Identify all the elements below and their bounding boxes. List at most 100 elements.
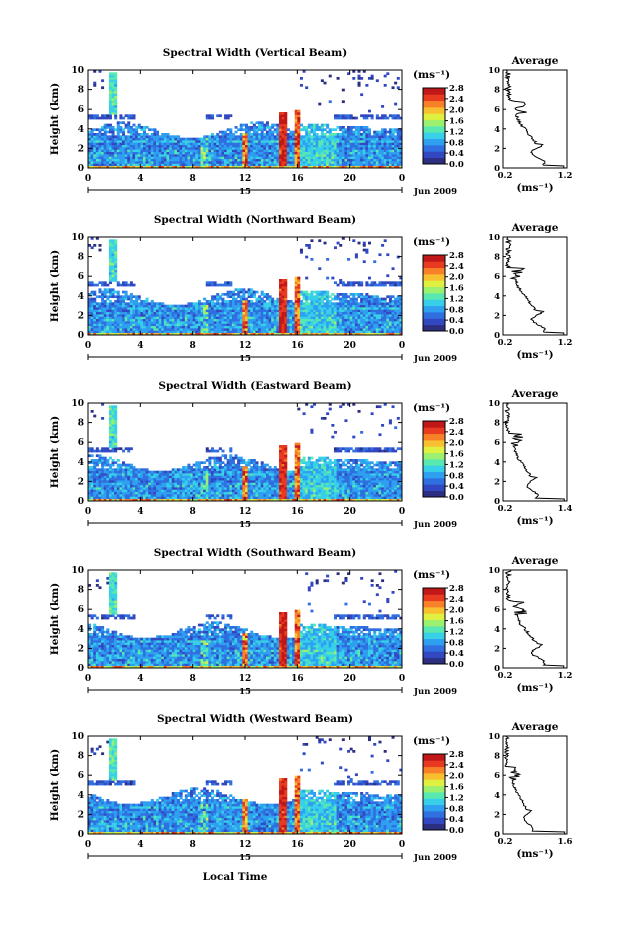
colorbar-tick-label: 2.8 xyxy=(449,84,464,94)
colorbar-unit: (ms⁻¹) xyxy=(413,569,450,581)
y-tick-label: 0 xyxy=(78,664,84,674)
average-x-tick-label: 0.2 xyxy=(498,837,513,847)
x-tick-label: 12 xyxy=(239,174,252,184)
panel-3: Spectral Width (Eastward Beam) 0 2 4 6 8 10 Hei… xyxy=(49,380,572,530)
colorbar-tick-label: 2.8 xyxy=(449,251,464,261)
colorbar-tick-label: 2.8 xyxy=(449,584,464,594)
colorbar: (ms⁻¹) 0.00.40.81.21.62.02.42.8 xyxy=(413,69,464,170)
y-tick-label: 10 xyxy=(71,399,84,409)
x-tick-label: 16 xyxy=(291,507,304,517)
average-line xyxy=(503,402,565,501)
panel-4: Spectral Width (Southward Beam) 0 2 4 6 8 10 He… xyxy=(49,547,572,697)
colorbar-swatch xyxy=(423,267,445,275)
y-tick-label: 2 xyxy=(78,644,84,654)
y-tick-label: 10 xyxy=(71,732,84,742)
average-x-tick-label: 1.6 xyxy=(558,837,573,847)
colorbar-swatch xyxy=(423,754,445,761)
date-marker-label: 15 xyxy=(239,853,251,863)
colorbar-swatch xyxy=(423,792,445,799)
y-tick-label: 2 xyxy=(78,144,84,154)
colorbar-swatch xyxy=(423,465,445,473)
average-y-tick-label: 4 xyxy=(494,125,500,135)
colorbar-tick-label: 2.0 xyxy=(449,273,464,283)
average-x-label: (ms⁻¹) xyxy=(516,182,553,194)
y-tick-label: 4 xyxy=(78,292,84,302)
colorbar-swatch xyxy=(423,132,445,140)
colorbar-swatch xyxy=(423,626,445,633)
colorbar-tick-label: 1.2 xyxy=(449,793,464,803)
colorbar-tick-label: 0.8 xyxy=(449,138,464,148)
x-tick-label: 20 xyxy=(343,840,356,850)
average-y-tick-label: 0 xyxy=(494,497,500,507)
colorbar-swatch xyxy=(423,145,445,152)
colorbar-swatch xyxy=(423,760,445,768)
colorbar-tick-label: 2.4 xyxy=(449,95,464,105)
colorbar-tick-label: 0.4 xyxy=(449,649,464,659)
panel-title: Spectral Width (Eastward Beam) xyxy=(158,380,351,392)
colorbar-swatch xyxy=(423,299,445,307)
colorbar-swatch xyxy=(423,811,445,818)
colorbar-swatch xyxy=(423,88,445,95)
colorbar-swatch xyxy=(423,785,445,793)
colorbar-tick-label: 1.2 xyxy=(449,294,464,304)
heatmap xyxy=(88,237,403,336)
panel-title: Spectral Width (Westward Beam) xyxy=(157,713,353,725)
colorbar-swatch xyxy=(423,779,445,787)
colorbar-tick-label: 1.6 xyxy=(449,617,464,627)
y-tick-label: 6 xyxy=(78,605,84,615)
x-tick-label: 8 xyxy=(190,674,196,684)
colorbar-unit: (ms⁻¹) xyxy=(413,69,450,81)
colorbar-tick-label: 1.2 xyxy=(449,627,464,637)
average-line xyxy=(503,735,566,834)
average-profile: Average 0 2 4 6 8 10 0.2 1.4 (ms⁻¹) xyxy=(488,388,572,527)
colorbar-tick-label: 0.8 xyxy=(449,804,464,814)
colorbar-swatch xyxy=(423,312,445,319)
average-y-tick-label: 2 xyxy=(494,144,500,154)
average-y-tick-label: 2 xyxy=(494,311,500,321)
colorbar-swatch xyxy=(423,293,445,300)
x-tick-label: 0 xyxy=(85,341,91,351)
y-tick-label: 0 xyxy=(78,497,84,507)
average-y-tick-label: 8 xyxy=(494,86,500,96)
colorbar-swatch xyxy=(423,459,445,466)
average-x-tick-label: 0.2 xyxy=(498,671,513,681)
average-y-tick-label: 2 xyxy=(494,477,500,487)
average-profile: Average 0 2 4 6 8 10 0.2 1.2 (ms⁻¹) xyxy=(488,555,572,694)
heatmap xyxy=(88,403,403,502)
colorbar-unit: (ms⁻¹) xyxy=(413,402,450,414)
average-x-tick-label: 1.2 xyxy=(558,671,573,681)
colorbar-tick-label: 0.0 xyxy=(449,493,464,503)
average-y-tick-label: 8 xyxy=(494,752,500,762)
colorbar-tick-label: 2.4 xyxy=(449,595,464,605)
average-title: Average xyxy=(511,721,559,733)
x-tick-label: 0 xyxy=(85,840,91,850)
average-x-tick-label: 0.2 xyxy=(498,504,513,514)
colorbar-swatch xyxy=(423,651,445,659)
x-tick-label: 4 xyxy=(137,674,143,684)
colorbar-tick-label: 0.4 xyxy=(449,149,464,159)
x-tick-label: 0 xyxy=(399,840,405,850)
y-tick-label: 2 xyxy=(78,311,84,321)
colorbar-unit: (ms⁻¹) xyxy=(413,735,450,747)
colorbar-swatch xyxy=(423,324,445,332)
panel-5: Spectral Width (Westward Beam) 0 2 4 6 8 10 Hei… xyxy=(49,713,572,863)
colorbar-swatch xyxy=(423,632,445,640)
colorbar-tick-label: 2.8 xyxy=(449,750,464,760)
average-frame xyxy=(502,569,568,669)
average-y-tick-label: 6 xyxy=(494,272,500,282)
average-y-tick-label: 6 xyxy=(494,771,500,781)
average-y-tick-label: 10 xyxy=(488,399,500,409)
average-y-tick-label: 0 xyxy=(494,164,500,174)
date-marker-label: 15 xyxy=(239,520,251,530)
average-x-label: (ms⁻¹) xyxy=(516,349,553,361)
colorbar-swatch xyxy=(423,151,445,159)
colorbar-swatch xyxy=(423,619,445,627)
colorbar-swatch xyxy=(423,427,445,435)
y-tick-label: 0 xyxy=(78,830,84,840)
colorbar: (ms⁻¹) 0.00.40.81.21.62.02.42.8 xyxy=(413,236,464,337)
x-tick-label: 0 xyxy=(399,674,405,684)
colorbar-swatch xyxy=(423,638,445,646)
colorbar-swatch xyxy=(423,286,445,294)
colorbar-tick-label: 0.8 xyxy=(449,638,464,648)
